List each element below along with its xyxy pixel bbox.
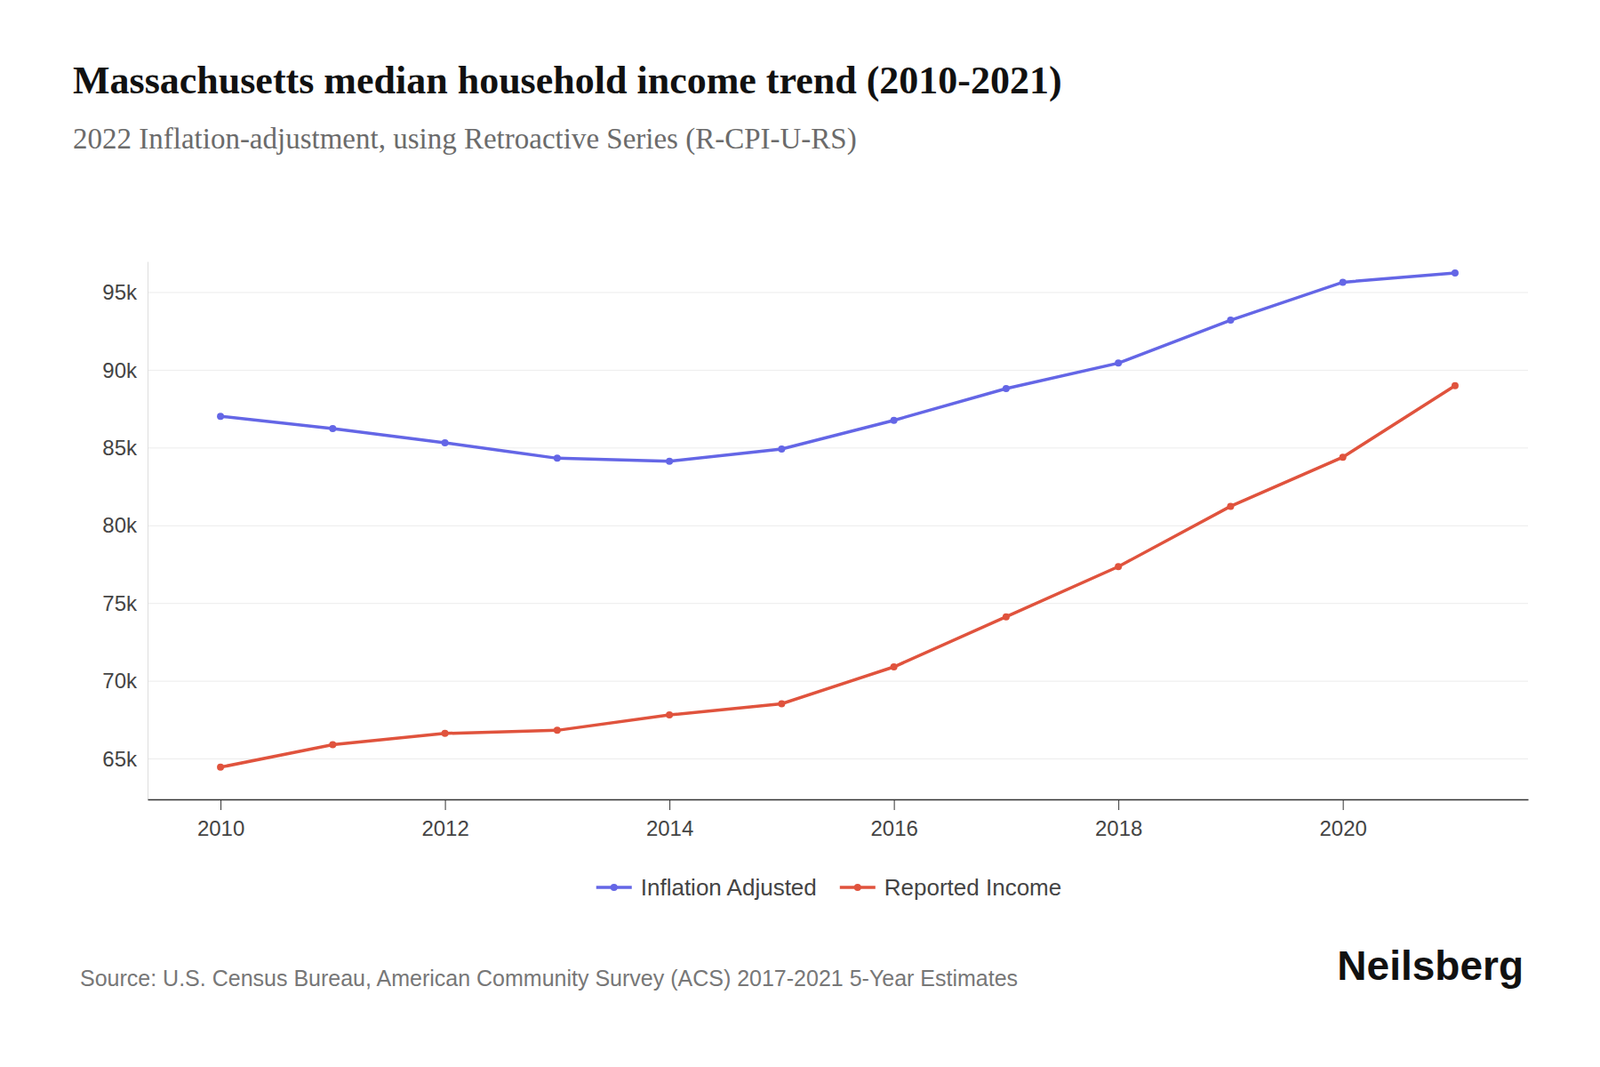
series-point [890, 663, 898, 671]
series-point [1339, 453, 1347, 461]
x-tick-label: 2018 [1095, 816, 1143, 840]
x-tick-label: 2010 [197, 816, 245, 840]
grid-line [147, 369, 1528, 371]
legend-marker [854, 883, 862, 891]
grid-line [147, 758, 1528, 760]
x-tick-mark [220, 799, 222, 810]
y-tick-label: 90k [102, 358, 138, 383]
x-tick-mark [1118, 799, 1120, 810]
series-line [220, 385, 1456, 768]
x-tick-mark [1343, 799, 1344, 810]
y-tick: 70k [102, 668, 148, 693]
series-point [665, 457, 673, 465]
series-line [220, 272, 1456, 462]
x-tick-label: 2020 [1319, 816, 1367, 840]
brand: Neilsberg [1336, 942, 1524, 989]
series-point [777, 445, 785, 453]
x-tick: 2016 [870, 799, 918, 840]
legend: Inflation Adjusted Reported Income [596, 873, 1063, 901]
y-tick-label: 85k [102, 435, 138, 460]
y-tick: 85k [102, 435, 148, 460]
title: Massachusetts median household income tr… [72, 58, 1063, 103]
x-tick: 2014 [646, 799, 694, 840]
x-tick: 2010 [197, 799, 245, 840]
x-tick-mark [445, 799, 447, 810]
series-point [890, 416, 898, 424]
series-point [1339, 278, 1347, 286]
grid [147, 292, 1528, 760]
y-tick: 90k [102, 358, 148, 383]
y-tick-label: 75k [102, 591, 138, 616]
series-point [1002, 613, 1010, 621]
x-axis-line [148, 799, 1529, 801]
x-tick-label: 2016 [870, 816, 918, 840]
x-tick-mark [669, 799, 671, 810]
series-point [216, 763, 224, 771]
x-tick-label: 2012 [421, 816, 469, 840]
series-point [1451, 269, 1459, 277]
grid-line [147, 525, 1528, 527]
series-point [1451, 382, 1459, 390]
x-tick: 2018 [1095, 799, 1143, 840]
x-tick: 2012 [421, 799, 469, 840]
grid-line [147, 291, 1528, 293]
series-point [1114, 562, 1122, 570]
y-axis: 65k 70k 75k 80k 85k 90k 95k [102, 262, 148, 800]
y-tick-label: 80k [102, 512, 138, 537]
series-point [441, 439, 449, 447]
y-tick-label: 95k [102, 280, 138, 304]
legend-item: Inflation Adjusted [596, 873, 817, 901]
plot-area [216, 269, 1459, 771]
legend-marker [610, 883, 618, 891]
y-tick: 65k [102, 746, 148, 771]
series-point [1226, 502, 1234, 510]
chart: Massachusetts median household income tr… [0, 0, 1600, 1067]
series-point [441, 729, 449, 737]
series-point [553, 454, 561, 462]
source: Source: U.S. Census Bureau, American Com… [80, 965, 1018, 991]
series-point [777, 699, 785, 707]
grid-line [147, 680, 1528, 682]
x-axis: 2010 2012 2014 2016 2018 2020 [148, 799, 1529, 840]
y-axis-line [147, 262, 149, 800]
series-point [665, 711, 673, 719]
grid-line [147, 447, 1528, 448]
x-tick: 2020 [1319, 799, 1367, 840]
series-point [328, 424, 336, 432]
x-tick-mark [894, 799, 896, 810]
series-point [553, 726, 561, 734]
y-tick: 95k [102, 280, 148, 304]
series-point [216, 412, 224, 420]
series-point [328, 740, 336, 748]
legend-label: Reported Income [884, 873, 1062, 901]
x-tick-label: 2014 [646, 816, 694, 840]
y-tick: 80k [102, 512, 148, 537]
legend-item: Reported Income [840, 873, 1062, 901]
subtitle: 2022 Inflation-adjustment, using Retroac… [72, 122, 857, 156]
series-point [1002, 384, 1010, 392]
series-point [1114, 359, 1122, 367]
series-point [1226, 316, 1234, 324]
y-tick-label: 65k [102, 746, 138, 771]
y-tick: 75k [102, 591, 148, 616]
grid-line [147, 602, 1528, 604]
y-tick-label: 70k [102, 668, 138, 693]
legend-label: Inflation Adjusted [640, 873, 817, 901]
